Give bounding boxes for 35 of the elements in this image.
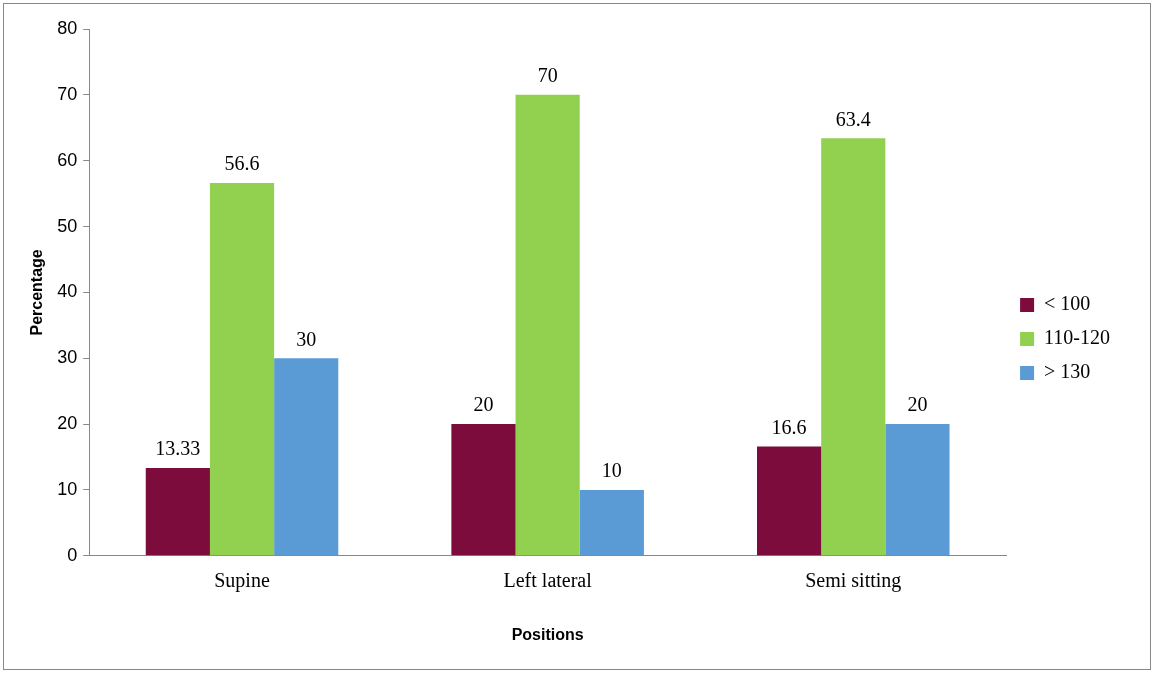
legend-label: 110-120 — [1044, 326, 1110, 349]
y-tick-label: 30 — [57, 347, 78, 368]
data-label: 56.6 — [224, 152, 260, 175]
y-tick-label: 60 — [57, 149, 78, 170]
x-tick-label: Left lateral — [503, 569, 593, 592]
data-label: 70 — [537, 64, 558, 87]
data-label: 20 — [473, 393, 494, 416]
y-tick-label: 70 — [57, 83, 78, 104]
bar — [757, 446, 822, 556]
data-label: 16.6 — [771, 415, 807, 438]
legend-label: < 100 — [1044, 292, 1091, 315]
data-label: 63.4 — [835, 107, 871, 130]
bar — [579, 489, 644, 556]
data-label: 20 — [907, 393, 928, 416]
bar — [274, 358, 339, 556]
bar — [821, 138, 886, 556]
y-tick-label: 0 — [67, 544, 78, 565]
legend-label: > 130 — [1044, 360, 1091, 383]
data-label: 13.33 — [155, 437, 201, 460]
x-axis-title: Positions — [511, 625, 584, 643]
bar — [209, 183, 275, 556]
data-label: 10 — [601, 459, 622, 482]
y-tick-label: 50 — [57, 215, 78, 236]
bar — [885, 424, 950, 556]
data-label: 30 — [296, 327, 317, 350]
x-tick-label: Semi sitting — [805, 569, 902, 593]
x-tick-label: Supine — [214, 569, 270, 593]
y-tick-label: 10 — [57, 478, 78, 499]
bar — [145, 468, 210, 556]
y-tick-label: 40 — [57, 281, 78, 302]
bar — [515, 94, 580, 556]
y-tick-label: 20 — [57, 413, 78, 434]
bar — [451, 424, 516, 556]
y-tick-label: 80 — [57, 17, 78, 38]
y-axis-title: Percentage — [28, 249, 46, 336]
